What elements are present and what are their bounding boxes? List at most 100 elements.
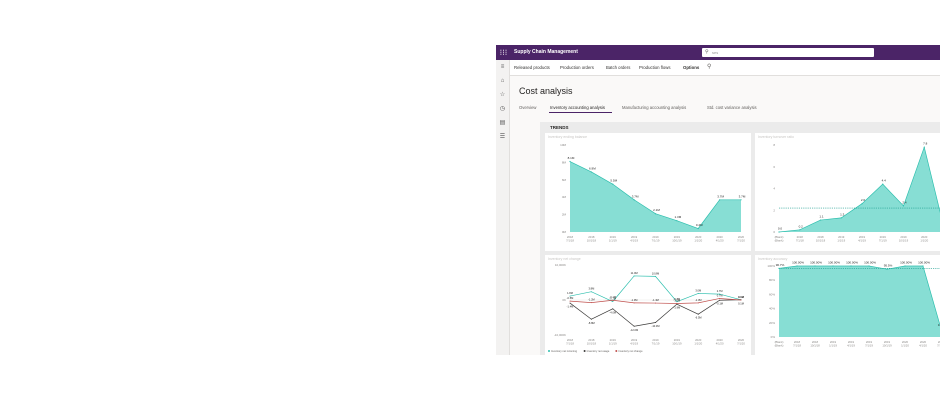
report-canvas: TRENDS Inventory ending balance 10M 8M 6M 4… bbox=[540, 122, 940, 355]
x-tick-label: 2019 7/1/19 bbox=[879, 235, 887, 242]
tab-inventory-accounting-analysis[interactable]: Inventory accounting analysis bbox=[550, 105, 605, 110]
data-label: 0.0M bbox=[738, 295, 744, 299]
y-tick-label: 6M bbox=[562, 178, 567, 182]
data-point bbox=[697, 292, 699, 294]
menu-production-flows[interactable]: Production flows bbox=[639, 65, 671, 70]
data-label: 96.7% bbox=[776, 263, 785, 267]
app-name: Supply Chain Management bbox=[514, 49, 578, 55]
search-input[interactable]: ⚲ ses bbox=[702, 48, 874, 57]
hamburger-menu-icon[interactable]: ≡ bbox=[500, 64, 505, 70]
data-point bbox=[612, 308, 614, 310]
top-navigation-bar: ⁝⁝⁝ Supply Chain Management ⚲ ses bbox=[496, 45, 940, 60]
chart-card-ending-balance[interactable]: Inventory ending balance 10M 8M 6M 4M 2M 0M 20… bbox=[545, 133, 751, 251]
left-navigation: ≡ ⌂ ☆ ◷ ▤ ☰ bbox=[496, 60, 510, 355]
chart-card-turnover-ratio[interactable]: Inventory turnover ratio 8 6 4 2 0 (Blank) (Bl… bbox=[755, 133, 940, 251]
data-label: 3.7M bbox=[739, 194, 746, 198]
y-tick-label: 4 bbox=[773, 187, 775, 191]
page-content: Cost analysis Overview Inventory account… bbox=[510, 76, 940, 355]
data-point bbox=[814, 265, 816, 267]
data-label: 3.7M bbox=[632, 194, 639, 198]
data-point bbox=[633, 275, 635, 277]
data-point bbox=[676, 301, 678, 303]
data-label: 2.4 bbox=[902, 200, 907, 204]
app-window: ⁝⁝⁝ Supply Chain Management ⚲ ses ≡ ⌂ ☆ … bbox=[496, 45, 940, 355]
data-point bbox=[719, 299, 721, 301]
chart-title: Inventory accuracy bbox=[758, 257, 788, 261]
menu-production-orders[interactable]: Production orders bbox=[560, 65, 594, 70]
data-point bbox=[612, 301, 614, 303]
data-label: -0.1M bbox=[716, 302, 723, 306]
app-launcher-icon[interactable]: ⁝⁝⁝ bbox=[499, 48, 508, 57]
search-icon: ⚲ bbox=[705, 49, 709, 55]
y-tick-label: 2 bbox=[773, 208, 775, 212]
y-tick-label: 6 bbox=[773, 165, 775, 169]
data-label: 6.9M bbox=[589, 166, 596, 170]
data-label: 8.1M bbox=[568, 156, 575, 160]
data-label: -1.4M bbox=[652, 298, 659, 302]
favorites-star-icon[interactable]: ☆ bbox=[499, 92, 506, 98]
data-label: 100.00% bbox=[918, 261, 930, 265]
chart-card-accuracy[interactable]: Inventory accuracy 100% 80% 60% 40% 20% 0% (Bl… bbox=[755, 255, 940, 355]
data-point bbox=[697, 227, 699, 230]
data-label: 0.1M bbox=[738, 295, 744, 299]
data-point bbox=[861, 203, 863, 205]
data-point bbox=[655, 275, 656, 277]
data-point bbox=[923, 146, 925, 148]
search-actions-icon[interactable]: ⚲ bbox=[707, 64, 712, 70]
x-tick-label: 2019 10/1/19 bbox=[899, 235, 909, 242]
data-label: 100.00% bbox=[900, 261, 912, 265]
y-tick-label: 100% bbox=[767, 264, 775, 268]
x-tick-label: 2018 7/1/18 bbox=[796, 235, 804, 242]
data-label: 7.8 bbox=[923, 142, 928, 146]
data-point bbox=[922, 265, 924, 267]
x-tick-label: 2019 1/1/19 bbox=[837, 235, 845, 242]
data-label: -0.1M bbox=[609, 295, 616, 299]
legend-marker bbox=[548, 350, 550, 352]
menu-batch-orders[interactable]: Batch orders bbox=[606, 65, 631, 70]
tab-manufacturing-accounting-analysis[interactable]: Manufacturing accounting analysis bbox=[622, 105, 687, 110]
recent-clock-icon[interactable]: ◷ bbox=[499, 106, 506, 112]
data-label: 0.0 bbox=[778, 227, 783, 231]
data-point bbox=[740, 199, 742, 201]
data-label: 3.8M bbox=[588, 287, 594, 291]
tab-std-cost-variance-analysis[interactable]: Std. cost variance analysis bbox=[707, 105, 757, 110]
x-tick-label: 2018 7/1/18 bbox=[793, 340, 801, 347]
legend-marker bbox=[615, 350, 618, 352]
x-tick-label: 2019 10/1/19 bbox=[672, 235, 682, 242]
page-title: Cost analysis bbox=[519, 86, 573, 96]
data-point bbox=[719, 293, 721, 295]
data-point bbox=[819, 219, 822, 221]
data-label: -12.0M bbox=[630, 328, 638, 332]
chart-card-net-change[interactable]: Inventory net change 10,000K 0K -10,000K 20… bbox=[545, 255, 751, 355]
x-tick-label: 2019 4/1/19 bbox=[858, 235, 866, 242]
x-tick-label: 2019 7/1/19 bbox=[865, 340, 873, 347]
data-point bbox=[569, 160, 571, 163]
data-point bbox=[799, 229, 801, 231]
workspaces-icon[interactable]: ▤ bbox=[499, 120, 506, 126]
data-point bbox=[633, 302, 635, 304]
search-placeholder: ses bbox=[712, 50, 719, 55]
legend-marker bbox=[583, 350, 586, 352]
data-label: -1.9M bbox=[674, 306, 681, 310]
menu-options[interactable]: Options bbox=[683, 65, 700, 70]
data-label: 2.7M bbox=[717, 289, 723, 293]
active-tab-indicator bbox=[549, 112, 612, 113]
y-tick-label: 4M bbox=[562, 195, 567, 199]
y-tick-label: 20% bbox=[769, 321, 775, 325]
menu-released-products[interactable]: Released products bbox=[514, 65, 550, 70]
modules-list-icon[interactable]: ☰ bbox=[499, 134, 506, 140]
x-tick-label: 2020 1/1/20 bbox=[694, 235, 702, 242]
tab-overview[interactable]: Overview bbox=[519, 105, 537, 110]
data-point bbox=[882, 183, 884, 185]
data-point bbox=[719, 297, 721, 299]
data-point bbox=[590, 302, 592, 304]
series-line bbox=[569, 275, 742, 303]
data-label: 0.1M bbox=[738, 301, 744, 305]
data-label: 3.7M bbox=[717, 194, 724, 198]
home-icon[interactable]: ⌂ bbox=[500, 78, 505, 84]
x-tick-label: 2019 1/1/19 bbox=[829, 340, 837, 347]
x-tick-label: 2018 7/1/18 bbox=[566, 235, 574, 242]
x-tick-label: 2019 4/1/19 bbox=[630, 338, 638, 345]
